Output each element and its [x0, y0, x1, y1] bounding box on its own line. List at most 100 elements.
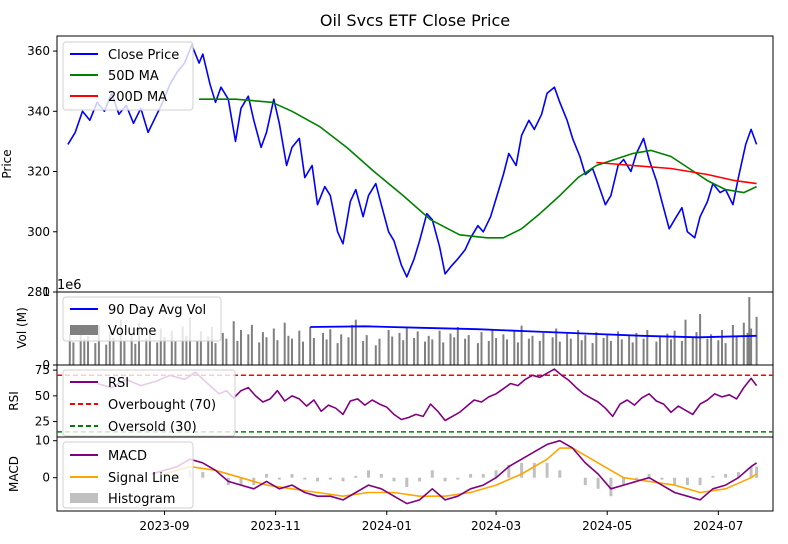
- volume-bar: [609, 340, 612, 365]
- volume-bar: [272, 328, 275, 365]
- volume-bar: [538, 340, 541, 365]
- volume-bar: [347, 337, 350, 365]
- volume-bar: [145, 338, 148, 365]
- volume-bar: [265, 337, 268, 365]
- histogram-bar: [749, 466, 753, 478]
- volume-bar: [680, 340, 683, 365]
- volume-bar: [750, 328, 753, 365]
- x-tick-label: 2024-05: [582, 519, 632, 533]
- histogram-bar: [481, 474, 485, 478]
- volume-bar: [240, 330, 242, 365]
- rsi-ytick-tick-label: 75: [35, 363, 50, 377]
- volume-bar: [442, 342, 445, 365]
- histogram-bar: [456, 477, 460, 480]
- price-legend-box: [62, 41, 194, 111]
- histogram-bar: [583, 477, 587, 486]
- volume-bar: [112, 338, 115, 365]
- volume-bar: [695, 332, 698, 365]
- volume-bar: [555, 328, 558, 365]
- volume-bar: [196, 340, 199, 365]
- volume-bar: [402, 340, 405, 365]
- volume-bar: [427, 335, 430, 365]
- legend-label-avgvol: 90 Day Avg Vol: [108, 303, 206, 318]
- price-ytick-tick-label: 280: [27, 285, 50, 299]
- x-tick-label: 2023-09: [139, 519, 189, 533]
- volume-bar: [710, 334, 713, 365]
- price-lines: [67, 44, 758, 278]
- volume-bar: [170, 330, 173, 365]
- x-tick-label: 2024-07: [693, 519, 743, 533]
- volume-bar: [94, 343, 97, 365]
- volume-bar: [108, 332, 111, 365]
- histogram-bar: [367, 470, 370, 478]
- histogram-bar: [201, 472, 205, 478]
- volume-bar: [699, 313, 702, 365]
- legend-label-oversold: Oversold (30): [108, 420, 197, 435]
- histogram-bar: [494, 470, 498, 478]
- series-line-signal: [164, 447, 758, 497]
- histogram-bar: [711, 475, 715, 478]
- macd-legend: MACD Signal Line Histogram: [62, 441, 194, 509]
- volume-bar: [378, 338, 381, 365]
- histogram-bar: [520, 462, 524, 478]
- volume-bar: [312, 338, 315, 365]
- volume-offset-text: 1e6: [57, 278, 82, 293]
- volume-bar: [631, 342, 634, 365]
- legend-label-ma200: 200D MA: [108, 90, 167, 105]
- volume-bar: [221, 332, 224, 365]
- histogram-bar: [303, 477, 307, 480]
- volume-bar: [591, 343, 594, 365]
- volume-bar: [617, 331, 620, 365]
- histogram-bar: [418, 477, 422, 482]
- volume-bar: [309, 327, 312, 365]
- volume-bar: [398, 332, 401, 365]
- volume-bar: [449, 333, 452, 365]
- price-legend: Close Price 50D MA 200D MA: [62, 41, 194, 111]
- macd-ylabel: MACD: [7, 456, 21, 492]
- volume-bar: [291, 338, 293, 365]
- volume-bar: [542, 332, 545, 365]
- volume-bar: [742, 322, 745, 365]
- histogram-bar: [685, 477, 689, 486]
- volume-bar: [717, 340, 720, 365]
- series-line-avg-volume: [310, 325, 757, 339]
- volume-ytick-tick-label: 1: [42, 285, 50, 299]
- histogram-bar: [354, 475, 358, 478]
- volume-bar: [374, 345, 377, 365]
- series-line-rsi: [96, 368, 758, 422]
- volume-bar: [595, 332, 598, 365]
- volume-bar: [159, 328, 162, 365]
- volume-bar: [83, 339, 86, 365]
- volume-bar: [464, 338, 467, 365]
- histogram-bar: [265, 474, 268, 478]
- rsi-ytick-tick-label: 50: [35, 389, 50, 403]
- histogram-bar: [755, 466, 759, 478]
- volume-bar: [438, 330, 441, 365]
- histogram-bar: [469, 474, 473, 478]
- legend-label-macd: MACD: [108, 449, 147, 464]
- volume-bar: [673, 330, 676, 365]
- histogram-bar: [328, 477, 332, 480]
- volume-bar: [642, 338, 645, 365]
- volume-bar: [584, 335, 587, 365]
- volume-bar: [405, 327, 408, 365]
- histogram-bar: [341, 477, 345, 482]
- volume-bar: [148, 332, 151, 365]
- volume-bar: [748, 297, 751, 365]
- histogram-bar: [405, 477, 409, 487]
- volume-bar: [87, 335, 89, 365]
- histogram-bar: [596, 477, 600, 489]
- histogram-bar: [545, 462, 549, 478]
- volume-bar: [424, 341, 426, 365]
- volume-bar: [276, 340, 279, 365]
- rsi-ytick-tick-label: 25: [35, 415, 50, 429]
- histogram-bar: [277, 477, 281, 480]
- series-line-close: [67, 44, 758, 278]
- volume-bar: [250, 324, 253, 365]
- volume-bar: [105, 344, 108, 365]
- volume-bar: [659, 336, 661, 365]
- volume-bar: [225, 338, 228, 365]
- volume-bar: [706, 338, 709, 365]
- volume-bar: [134, 343, 137, 365]
